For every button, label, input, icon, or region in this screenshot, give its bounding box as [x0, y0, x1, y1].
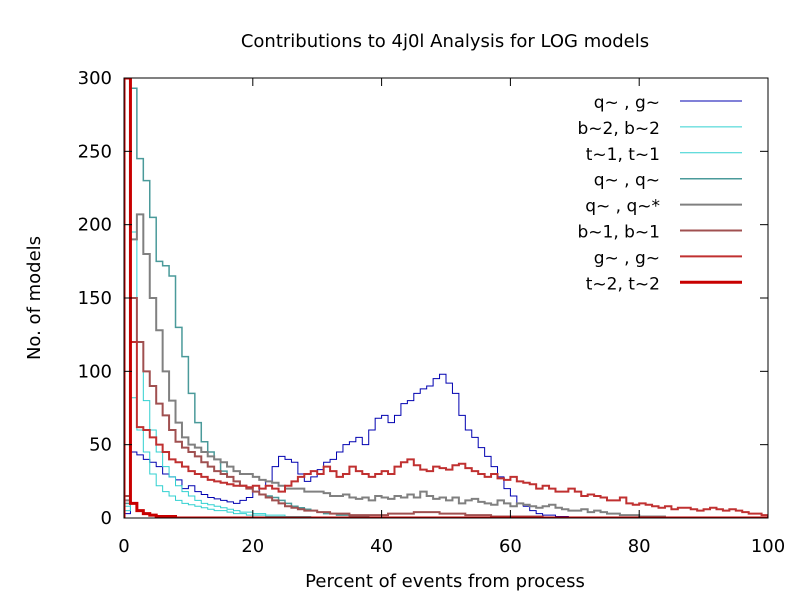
legend: q~ , g~ b~2, b~2 t~1, t~1 q~ , q~ q~ , q~* b~…: [577, 93, 742, 294]
legend-label-7: g~ , g~: [594, 248, 660, 268]
x-tick-label: 60: [499, 536, 522, 557]
series-line-8: [124, 78, 768, 518]
x-tick-label: 80: [628, 536, 651, 557]
y-tick-label: 300: [78, 68, 112, 89]
series-line-6: [124, 297, 768, 518]
legend-label-1: q~ , g~: [594, 93, 660, 113]
legend-label-6: b~1, b~1: [577, 223, 660, 243]
x-tick-label: 40: [370, 536, 393, 557]
chart-title: Contributions to 4j0l Analysis for LOG m…: [241, 31, 649, 52]
y-tick-label: 100: [78, 361, 112, 382]
x-axis-title: Percent of events from process: [305, 571, 585, 592]
y-tick-label: 150: [78, 288, 112, 309]
series-line-1: [124, 373, 768, 518]
x-tick-label: 20: [241, 536, 264, 557]
legend-label-3: t~1, t~1: [586, 145, 660, 165]
y-axis-title: No. of models: [24, 236, 45, 360]
y-tick-label: 50: [89, 435, 112, 456]
series-line-7: [124, 78, 768, 518]
y-tick-label: 250: [78, 141, 112, 162]
y-tick-label: 200: [78, 215, 112, 236]
axis-ticks-group: 0 20 40 60 80 100 0 50 100 150 200 250 300: [78, 68, 786, 557]
y-tick-label: 0: [101, 508, 112, 529]
x-tick-label: 100: [751, 536, 785, 557]
legend-label-5: q~ , q~*: [585, 197, 660, 217]
series-line-4: [124, 87, 768, 518]
legend-label-2: b~2, b~2: [577, 119, 660, 139]
series-line-3: [124, 231, 768, 518]
legend-label-4: q~ , q~: [594, 171, 660, 191]
legend-label-8: t~2, t~2: [586, 274, 660, 294]
plot-series-group: [124, 78, 768, 518]
x-tick-label: 0: [118, 536, 129, 557]
series-line-2: [124, 397, 768, 518]
plot-frame: [123, 77, 769, 519]
series-line-5: [124, 213, 768, 518]
